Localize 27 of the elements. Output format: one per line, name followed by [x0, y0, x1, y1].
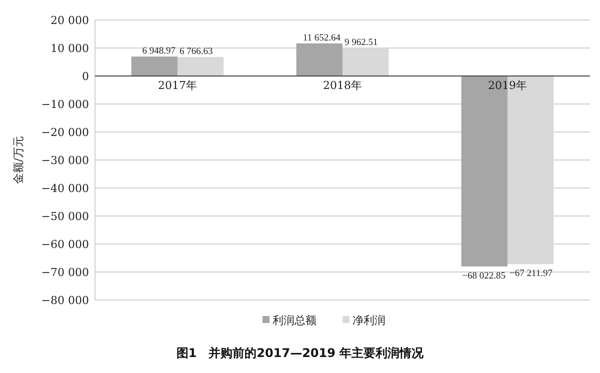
y-tick-label: 20 000 — [50, 14, 89, 27]
data-label: 6 766.63 — [180, 47, 213, 58]
y-axis-title: 金额/万元 — [12, 136, 25, 184]
data-label: −68 022.85 — [462, 271, 506, 282]
y-tick-label: −20 000 — [41, 126, 89, 139]
y-tick-label: −60 000 — [41, 238, 89, 251]
y-tick-label: −30 000 — [41, 154, 89, 167]
y-tick-label: 10 000 — [50, 42, 89, 55]
y-tick-label: −40 000 — [41, 182, 89, 195]
data-label: 9 962.51 — [344, 38, 378, 48]
legend-label: 净利润 — [352, 314, 386, 327]
bar — [131, 56, 178, 76]
y-tick-label: −50 000 — [41, 210, 89, 223]
y-tick-label: −80 000 — [41, 294, 89, 307]
y-tick-label: 0 — [82, 70, 89, 83]
data-label: −67 211.97 — [510, 269, 553, 280]
bar — [178, 57, 224, 76]
x-tick-label: 2017年 — [158, 79, 197, 92]
x-tick-label: 2018年 — [323, 79, 362, 92]
x-tick-label: 2019年 — [488, 79, 527, 92]
text: 图1 并购前的2017—2019 年主要利润情况 — [176, 346, 425, 360]
legend-label: 利润总额 — [272, 314, 316, 327]
data-label: 11 652.64 — [302, 33, 341, 44]
y-tick-label: −70 000 — [41, 266, 89, 279]
data-label: 6 948.97 — [142, 46, 176, 57]
bar — [296, 43, 342, 76]
y-tick-label: −10 000 — [41, 98, 89, 111]
